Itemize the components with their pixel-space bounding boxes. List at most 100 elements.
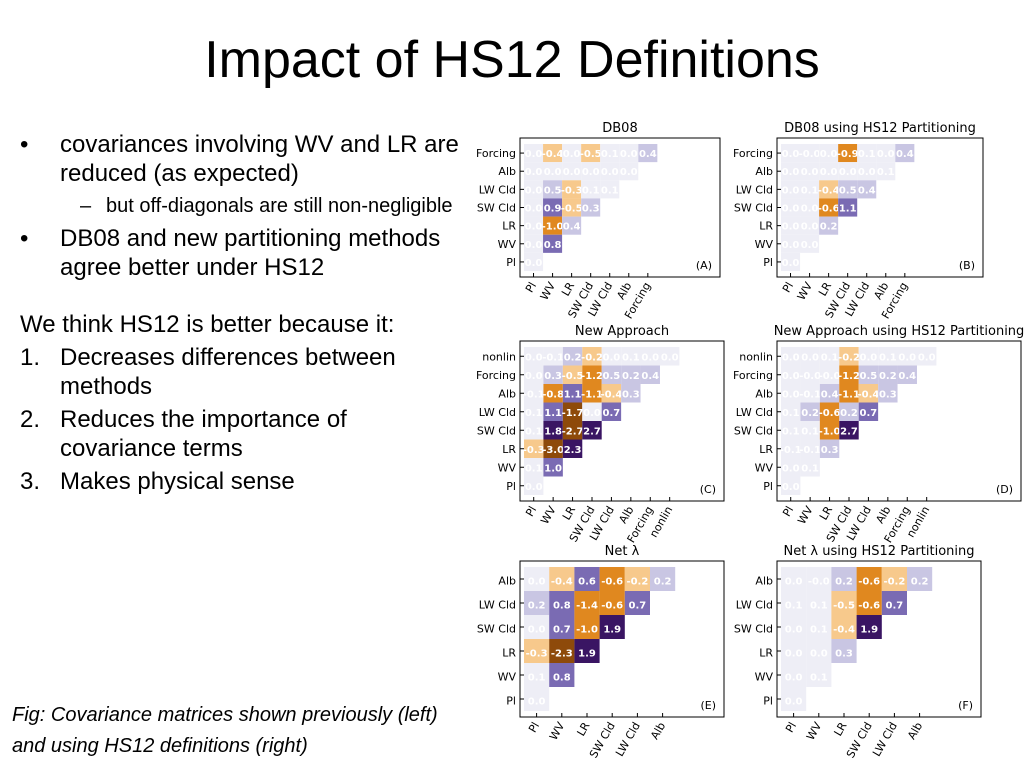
cell-value-label: 0.0 (782, 149, 800, 160)
matrix-cell (619, 162, 639, 181)
cell-value-label: 0.1 (801, 185, 819, 196)
cell-value-label: 0.0 (620, 149, 638, 160)
cell-value-label: 0.3 (582, 203, 600, 214)
matrix-cell (800, 234, 820, 253)
cell-value-label: 0.4 (898, 371, 916, 382)
cell-value-label: 0.7 (603, 408, 621, 419)
cell-value-label: 0.3 (544, 371, 562, 382)
cell-value-label: 0.2 (564, 352, 582, 363)
matrix-cell (524, 216, 544, 235)
cell-value-label: 0.1 (877, 167, 895, 178)
cell-value-label: 0.1 (810, 600, 828, 611)
cell-value-label: 0.0 (544, 167, 562, 178)
cell-value-label: -0.6 (601, 600, 623, 611)
matrix-cell (781, 567, 807, 591)
column-label: Pl (523, 504, 539, 519)
matrix-cell (524, 687, 550, 711)
matrix-cell (831, 639, 857, 663)
matrix-cell (543, 439, 563, 458)
row-label: LR (502, 220, 516, 233)
matrix-cell (599, 567, 625, 591)
figure-caption: Fig: Covariance matrices shown previousl… (12, 704, 438, 757)
cell-value-label: 0.1 (821, 352, 839, 363)
matrix-cell (562, 162, 582, 181)
matrix-cell (806, 663, 832, 687)
matrix-cell (897, 365, 917, 384)
matrix-cell (781, 365, 801, 384)
cell-value-label: 0.0 (525, 203, 543, 214)
matrix-cell (543, 402, 563, 421)
matrix-cell (819, 365, 840, 384)
cell-value-label: 0.8 (553, 600, 571, 611)
matrix-cell (800, 144, 820, 163)
plot-frame (776, 560, 982, 718)
matrix-cell (856, 615, 882, 639)
matrix-cell (524, 639, 550, 663)
numbered-text: Reduces the importance of covariance ter… (60, 406, 347, 462)
numbered-item: 3. Makes physical sense (20, 467, 465, 496)
cell-value-label: -2.3 (551, 648, 573, 659)
cell-value-label: -0.6 (818, 203, 840, 214)
cell-value-label: 0.1 (782, 408, 800, 419)
matrix-cell (781, 402, 801, 421)
cell-value-label: -0.4 (551, 576, 573, 587)
panel-letter: (A) (696, 259, 712, 272)
matrix-cell (600, 144, 620, 163)
matrix-cell (878, 384, 898, 403)
cell-value-label: -0.4 (857, 389, 879, 400)
matrix-cell (819, 384, 840, 403)
row-label: WV (755, 670, 774, 683)
cell-value-label: 0.0 (782, 371, 800, 382)
cell-value-label: 0.0 (801, 167, 819, 178)
column-label: LR (574, 720, 592, 739)
column-label: LR (817, 504, 835, 523)
column-label: WV (538, 280, 559, 303)
matrix-cell (858, 347, 879, 366)
cell-value-label: 0.3 (879, 389, 897, 400)
column-label: LR (559, 280, 577, 299)
matrix-cell (781, 639, 807, 663)
matrix-cell (781, 663, 807, 687)
cell-value-label: 0.2 (801, 408, 819, 419)
matrix-cell (543, 421, 563, 440)
cell-value-label: -3.0 (542, 445, 564, 456)
cell-value-label: 0.0 (528, 576, 546, 587)
matrix-cell (581, 198, 601, 217)
numbered-item: 1. Decreases differences between methods (20, 343, 465, 401)
matrix-cell (781, 615, 807, 639)
matrix-cell (582, 402, 602, 421)
cell-value-label: 0.0 (782, 203, 800, 214)
cell-value-label: 0.1 (782, 426, 800, 437)
cell-value-label: 1.0 (544, 463, 562, 474)
cell-value-label: 0.1 (801, 426, 819, 437)
matrix-cell (562, 198, 582, 217)
matrix-cell (781, 162, 801, 181)
row-label: Pl (506, 694, 516, 707)
matrix-cell (819, 439, 840, 458)
matrix-cell (524, 384, 544, 403)
matrix-cell (650, 567, 676, 591)
cell-value-label: 0.0 (528, 696, 546, 707)
cell-value-label: 0.0 (801, 203, 819, 214)
cell-value-label: 0.0 (782, 258, 800, 269)
matrix-cell (838, 162, 858, 181)
cell-value-label: 0.0 (525, 149, 543, 160)
matrix-cell (819, 162, 839, 181)
cell-value-label: 0.0 (801, 222, 819, 233)
panel-letter: (E) (700, 699, 716, 712)
matrix-cell (907, 567, 933, 591)
matrix-cell (806, 615, 832, 639)
cell-value-label: -0.4 (833, 624, 855, 635)
cell-value-label: 0.0 (661, 352, 679, 363)
matrix-cell (856, 567, 882, 591)
cell-value-label: -1.1 (838, 389, 860, 400)
number-marker: 2. (20, 406, 41, 433)
cell-value-label: 0.3 (835, 648, 853, 659)
cell-value-label: 0.0 (582, 167, 600, 178)
matrix-cell (839, 384, 859, 403)
cell-value-label: 0.7 (629, 600, 647, 611)
matrix-cell (881, 567, 907, 591)
cell-value-label: 0.1 (622, 352, 640, 363)
row-label: LR (502, 646, 516, 659)
